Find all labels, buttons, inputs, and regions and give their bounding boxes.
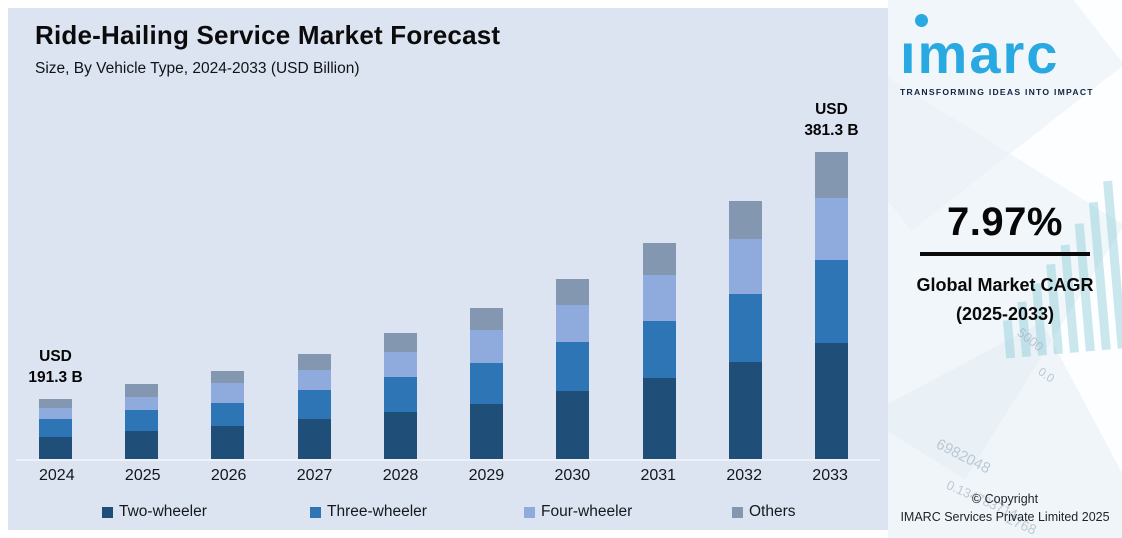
bar-2025-segment-four-wheeler [125, 397, 159, 410]
bar-2026-segment-others [211, 370, 245, 383]
x-tick-2028: 2028 [382, 467, 419, 484]
bar-2032 [728, 200, 762, 460]
bar-2026-segment-four-wheeler [211, 382, 245, 403]
bar-2025 [125, 384, 159, 460]
bar-2030-segment-three-wheeler [556, 341, 590, 391]
cagr-divider [920, 252, 1090, 256]
bar-2027-segment-others [297, 353, 331, 370]
bar-2029-segment-two-wheeler [470, 403, 504, 460]
legend-item-two-wheeler: Two-wheeler [102, 503, 207, 521]
bar-2031-segment-two-wheeler [642, 377, 676, 460]
x-tick-2032: 2032 [726, 467, 762, 484]
bar-2031-segment-three-wheeler [642, 320, 676, 378]
cagr-value: 7.97% [947, 200, 1063, 244]
bar-2032-segment-four-wheeler [728, 238, 762, 294]
bar-2033-segment-others [814, 151, 848, 198]
imarc-logo-text: ımarc [900, 22, 1060, 85]
bar-2030-segment-two-wheeler [556, 390, 590, 460]
bar-2033: USD 381.3 B [804, 101, 859, 460]
legend-label: Four-wheeler [541, 503, 633, 520]
legend-label: Others [749, 503, 796, 520]
value-label-2024: USD 191.3 B [28, 347, 83, 387]
bar-2028-segment-others [383, 332, 417, 352]
legend-item-others: Others [732, 503, 796, 521]
bar-2030-segment-four-wheeler [556, 304, 590, 342]
legend-swatch-icon [102, 506, 113, 518]
bar-2032-segment-two-wheeler [728, 361, 762, 460]
bar-2025-segment-two-wheeler [125, 431, 159, 460]
bar-2027-segment-three-wheeler [297, 389, 331, 419]
bar-2033-segment-three-wheeler [814, 259, 848, 343]
bar-2032-segment-others [728, 200, 762, 239]
bar-2032-segment-three-wheeler [728, 293, 762, 362]
bar-2033-segment-two-wheeler [814, 342, 848, 460]
plot-area: USD 191.3 B USD 381.3 B [28, 101, 859, 460]
bar-2031 [642, 242, 676, 460]
bar-2024: USD 191.3 B [28, 348, 83, 460]
value-label-2033: USD 381.3 B [804, 100, 859, 140]
bar-2027 [297, 353, 331, 460]
bar-2029 [470, 307, 504, 460]
x-tick-2029: 2029 [468, 467, 505, 484]
legend-swatch-icon [310, 506, 321, 518]
legend-label: Two-wheeler [119, 503, 207, 520]
bar-2024-segment-others [39, 398, 72, 408]
bar-2030-segment-others [556, 278, 590, 305]
bar-2030 [556, 278, 590, 460]
bar-2025-segment-three-wheeler [125, 410, 159, 431]
bar-2029-segment-four-wheeler [470, 329, 504, 363]
bar-2024-segment-two-wheeler [39, 436, 72, 460]
bar-2028-segment-three-wheeler [383, 376, 417, 412]
legend-item-three-wheeler: Three-wheeler [310, 503, 427, 521]
x-tick-2031: 2031 [640, 467, 677, 484]
bar-2028-segment-two-wheeler [383, 411, 417, 460]
bar-2026 [211, 370, 245, 460]
bar-2025-segment-others [125, 384, 159, 397]
bar-2033-segment-four-wheeler [814, 197, 848, 260]
x-tick-2024: 2024 [39, 467, 75, 484]
legend-swatch-icon [732, 506, 743, 518]
x-axis-line [16, 459, 880, 461]
x-axis-labels: 2024 2025 2026 2027 2028 2029 2030 2031 2032 2033 [39, 467, 848, 485]
bar-2028 [383, 332, 417, 460]
bar-2031-segment-four-wheeler [642, 274, 676, 321]
bar-2028-segment-four-wheeler [383, 351, 417, 377]
bar-2027-segment-four-wheeler [297, 369, 331, 390]
bar-2024-segment-three-wheeler [39, 418, 72, 437]
brand-panel: 5000 0.0 6982048 0.134783714 2768 ımarc TRAN… [888, 0, 1122, 538]
chart-subtitle: Size, By Vehicle Type, 2024-2033 (USD Bi… [35, 60, 360, 77]
bar-2024-segment-four-wheeler [39, 407, 72, 419]
cagr-label-line2: (2025-2033) [955, 303, 1055, 324]
x-tick-2025: 2025 [124, 467, 161, 484]
logo-dot-icon [915, 14, 928, 27]
x-tick-2030: 2030 [554, 467, 591, 484]
bar-2029-segment-three-wheeler [470, 362, 504, 404]
cagr-block: 7.97% Global Market CAGR (2025-2033) [888, 200, 1122, 329]
bar-2029-segment-others [470, 307, 504, 330]
legend-swatch-icon [524, 506, 535, 518]
logo-tagline: TRANSFORMING IDEAS INTO IMPACT [900, 87, 1094, 97]
legend-label: Three-wheeler [327, 503, 427, 520]
legend-item-four-wheeler: Four-wheeler [524, 503, 632, 521]
chart-panel: Ride-Hailing Service Market Forecast Siz… [8, 8, 888, 530]
x-tick-2027: 2027 [296, 467, 333, 484]
cagr-label-line1: Global Market CAGR [916, 275, 1094, 295]
bar-2031-segment-others [642, 242, 676, 275]
bar-2026-segment-three-wheeler [211, 402, 245, 426]
copyright: © Copyright IMARC Services Private Limit… [888, 491, 1122, 526]
chart-title: Ride-Hailing Service Market Forecast [35, 20, 501, 50]
x-tick-2026: 2026 [210, 467, 247, 484]
bar-2026-segment-two-wheeler [211, 425, 245, 460]
bar-2027-segment-two-wheeler [297, 418, 331, 460]
imarc-logo: ımarc TRANSFORMING IDEAS INTO IMPACT [900, 10, 1114, 97]
chart-legend: Two-wheeler Three-wheeler Four-wheeler Othe… [8, 503, 888, 523]
copyright-line1: © Copyright [971, 492, 1039, 506]
copyright-line2: IMARC Services Private Limited 2025 [900, 509, 1110, 524]
x-tick-2033: 2033 [812, 467, 848, 484]
